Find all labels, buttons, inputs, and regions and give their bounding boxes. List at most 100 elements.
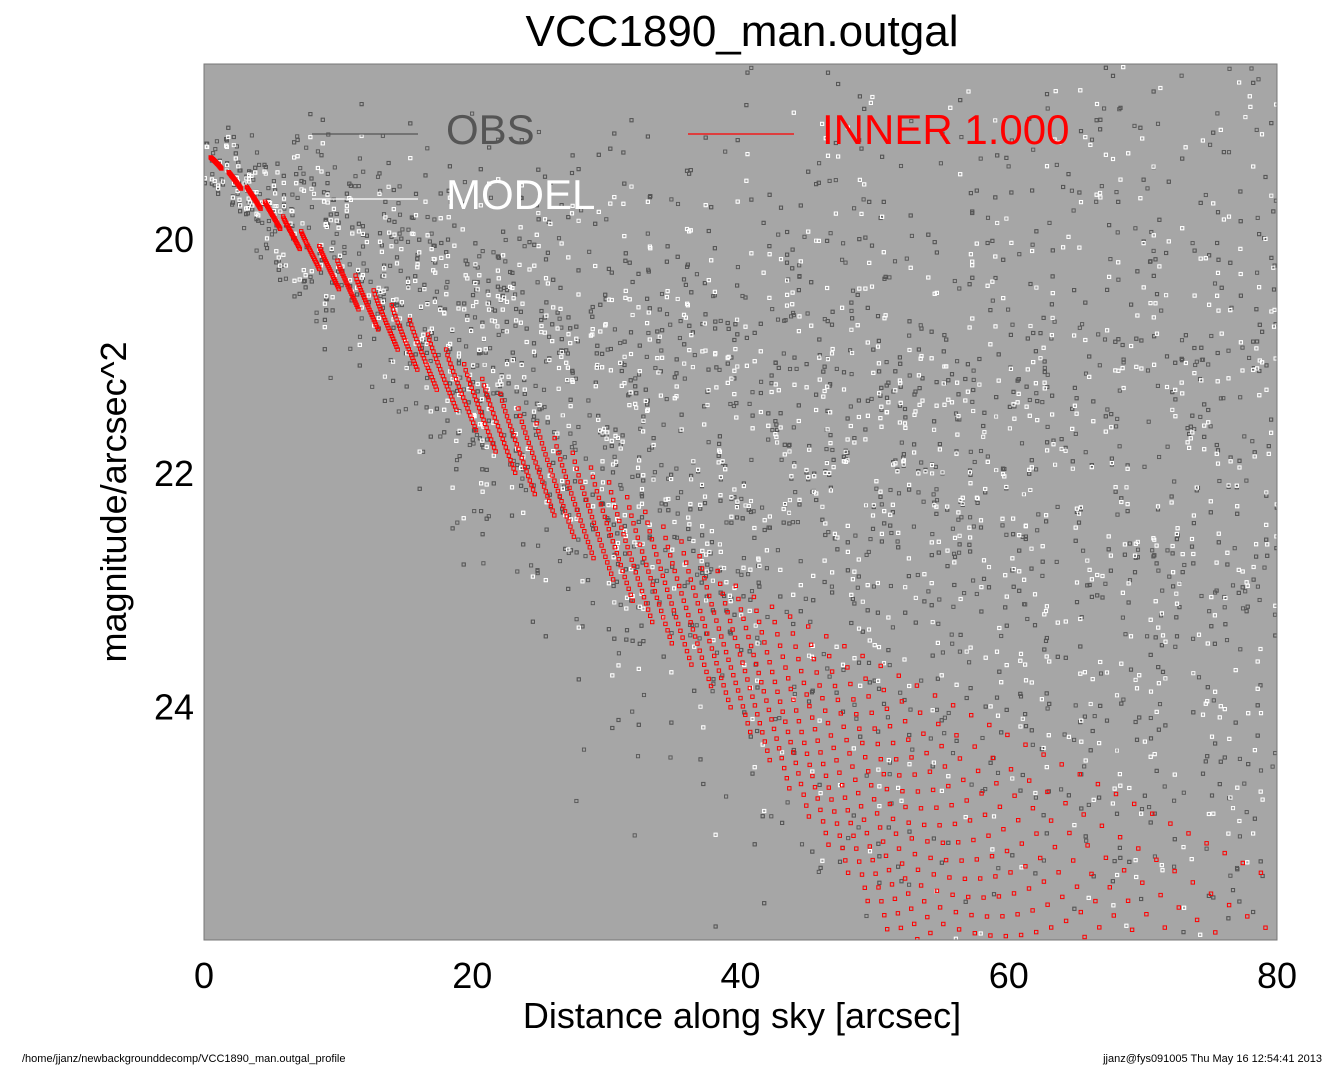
data-point bbox=[483, 347, 488, 352]
data-point bbox=[861, 197, 866, 202]
data-point bbox=[320, 117, 325, 122]
data-point bbox=[965, 389, 970, 394]
data-point bbox=[934, 250, 939, 255]
data-point bbox=[759, 379, 764, 384]
data-point bbox=[1086, 802, 1091, 807]
data-point bbox=[1047, 659, 1052, 664]
data-point bbox=[687, 323, 692, 328]
data-point bbox=[711, 294, 716, 299]
data-point bbox=[573, 447, 578, 452]
data-point bbox=[1226, 214, 1232, 219]
data-point bbox=[749, 457, 754, 462]
data-point bbox=[1255, 703, 1260, 708]
data-point bbox=[1030, 242, 1035, 247]
data-point bbox=[887, 275, 892, 280]
data-point bbox=[1121, 65, 1126, 70]
data-point bbox=[641, 639, 646, 644]
data-point bbox=[1243, 115, 1248, 120]
data-point bbox=[251, 177, 256, 182]
data-point bbox=[1035, 528, 1040, 533]
data-point bbox=[956, 517, 961, 522]
data-point bbox=[978, 156, 983, 161]
data-point bbox=[916, 347, 921, 352]
data-point bbox=[438, 434, 443, 439]
data-point bbox=[1222, 605, 1227, 610]
data-point bbox=[1063, 448, 1068, 453]
data-point bbox=[728, 631, 733, 636]
data-point bbox=[233, 151, 238, 156]
data-point bbox=[709, 540, 714, 545]
data-point bbox=[988, 308, 993, 313]
data-point bbox=[733, 347, 738, 352]
data-point bbox=[503, 259, 508, 264]
data-point bbox=[570, 153, 575, 158]
data-point bbox=[918, 356, 923, 361]
data-point bbox=[357, 251, 362, 256]
data-point bbox=[787, 521, 792, 526]
data-point bbox=[1173, 644, 1178, 649]
data-point bbox=[1154, 292, 1160, 297]
data-point bbox=[986, 565, 992, 570]
data-point bbox=[709, 205, 714, 210]
data-point bbox=[1264, 522, 1269, 527]
data-point bbox=[620, 433, 625, 438]
data-point bbox=[689, 477, 694, 482]
data-point bbox=[967, 325, 972, 330]
data-point bbox=[1145, 634, 1150, 639]
data-point bbox=[1072, 906, 1077, 911]
data-point bbox=[922, 572, 927, 577]
data-point bbox=[1054, 162, 1059, 167]
data-point bbox=[274, 249, 279, 254]
data-point bbox=[856, 660, 862, 665]
data-point bbox=[828, 485, 833, 490]
data-point bbox=[1222, 755, 1227, 760]
data-point bbox=[323, 296, 329, 301]
data-point bbox=[447, 164, 452, 169]
data-point bbox=[974, 591, 979, 597]
data-point bbox=[271, 179, 276, 184]
data-point bbox=[1042, 386, 1047, 391]
data-point bbox=[580, 579, 585, 584]
data-point bbox=[392, 219, 397, 224]
data-point bbox=[619, 368, 624, 374]
data-point bbox=[1045, 448, 1050, 453]
data-point bbox=[510, 350, 515, 355]
data-point bbox=[231, 143, 236, 148]
data-point bbox=[665, 244, 670, 249]
data-point bbox=[382, 398, 387, 403]
data-point bbox=[876, 686, 882, 691]
data-point bbox=[520, 301, 525, 306]
data-point bbox=[702, 501, 708, 506]
data-point bbox=[735, 364, 740, 369]
data-point bbox=[1050, 248, 1055, 253]
data-point bbox=[971, 377, 976, 382]
data-point bbox=[1237, 899, 1242, 904]
data-point bbox=[684, 168, 690, 173]
data-point bbox=[907, 762, 912, 767]
data-point bbox=[852, 569, 857, 574]
data-point bbox=[409, 215, 414, 220]
data-point bbox=[1153, 635, 1158, 640]
data-point bbox=[1255, 733, 1260, 738]
data-point bbox=[444, 292, 449, 297]
data-point bbox=[568, 404, 573, 409]
data-point bbox=[1092, 714, 1097, 719]
data-point bbox=[513, 432, 518, 437]
data-point bbox=[806, 699, 812, 704]
data-point bbox=[455, 520, 460, 525]
data-point bbox=[1152, 811, 1157, 816]
data-point bbox=[535, 280, 540, 285]
data-point bbox=[679, 412, 684, 417]
data-point bbox=[928, 736, 933, 741]
data-point bbox=[446, 188, 451, 193]
data-point bbox=[645, 296, 650, 301]
data-point bbox=[1147, 805, 1152, 810]
data-point bbox=[1271, 209, 1276, 214]
data-point bbox=[718, 318, 723, 323]
data-point bbox=[661, 654, 666, 659]
data-point bbox=[945, 564, 950, 569]
data-point bbox=[1165, 444, 1170, 449]
data-point bbox=[491, 481, 496, 486]
data-point bbox=[1249, 66, 1254, 71]
data-point bbox=[475, 280, 480, 285]
